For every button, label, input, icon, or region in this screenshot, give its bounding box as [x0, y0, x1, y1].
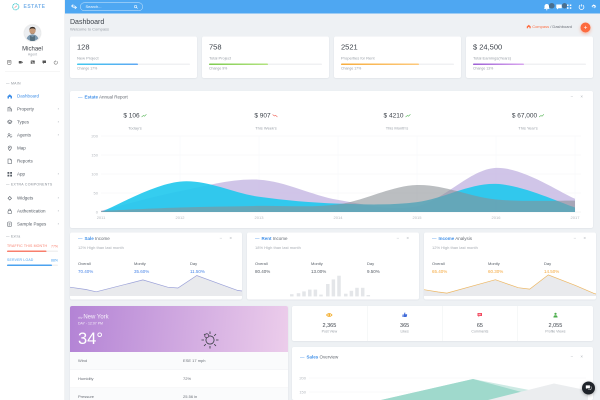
svg-text:150: 150 [299, 390, 306, 395]
svg-text:200: 200 [299, 376, 306, 381]
svg-text:2014: 2014 [334, 215, 344, 220]
svg-text:2016: 2016 [492, 215, 502, 220]
svg-text:2015: 2015 [413, 215, 423, 220]
svg-text:2011: 2011 [97, 215, 106, 220]
svg-text:2017: 2017 [571, 215, 581, 220]
svg-text:2012: 2012 [176, 215, 186, 220]
svg-text:200: 200 [91, 134, 98, 139]
svg-text:0: 0 [96, 210, 99, 215]
svg-text:50: 50 [94, 191, 99, 196]
svg-text:150: 150 [91, 153, 98, 158]
svg-text:100: 100 [91, 172, 98, 177]
svg-text:2013: 2013 [255, 215, 265, 220]
